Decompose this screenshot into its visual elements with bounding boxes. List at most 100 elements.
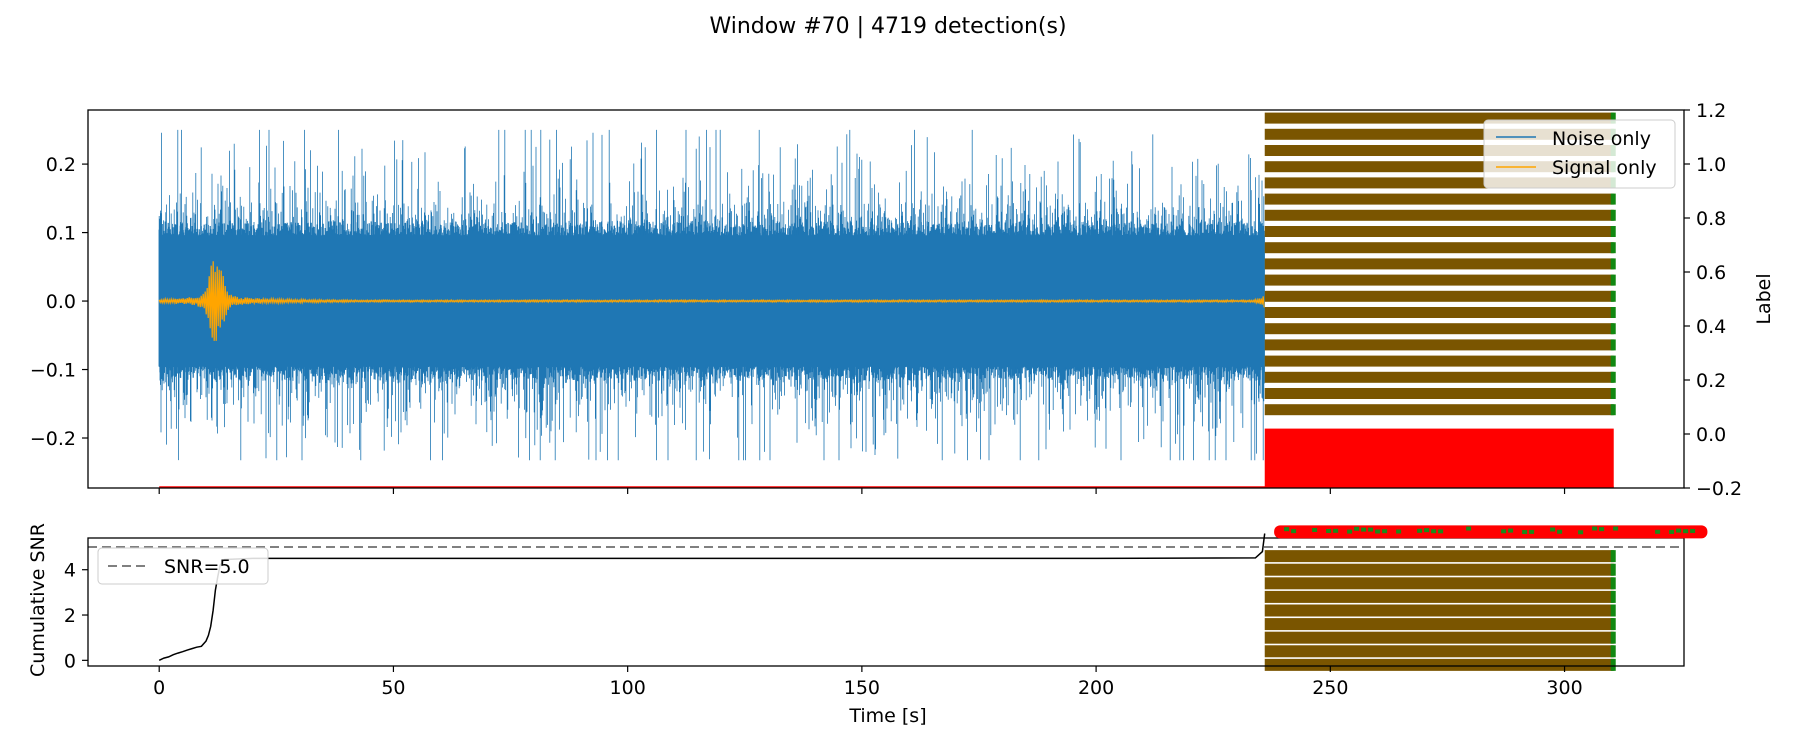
top-right-y-axis: 1.2 1.0 0.8 0.6 0.4 0.2 0.0 −0.2 (1684, 100, 1742, 500)
bottom-x-tick-label: 250 (1312, 677, 1348, 699)
x-axis-label: Time [s] (848, 705, 926, 727)
overflow-green-marker (1690, 528, 1696, 533)
detection-label-stripe (1264, 258, 1614, 270)
overflow-green-marker (1347, 529, 1353, 534)
detection-stripe-edge (1610, 290, 1616, 302)
overflow-green-marker (1466, 526, 1472, 531)
legend-signal-label: Signal only (1552, 157, 1657, 179)
bottom-x-axis: 0 50 100 150 200 250 300 (153, 666, 1583, 699)
bottom-panel: 0 2 4 0 50 100 150 200 250 300 Cumulative SNR Ti… (27, 523, 1708, 727)
bottom-detection-edge (1610, 577, 1616, 590)
bottom-detection-stripe (1264, 550, 1614, 563)
bottom-x-tick-label: 200 (1078, 677, 1114, 699)
bottom-detection-stripe (1264, 645, 1614, 658)
detection-band-top (159, 112, 1616, 488)
bottom-x-tick-label: 150 (844, 677, 880, 699)
bottom-detection-edge (1610, 590, 1616, 603)
overflow-green-marker (1529, 529, 1535, 534)
overflow-green-marker (1424, 528, 1430, 533)
detection-stripe-edge (1610, 112, 1616, 124)
detection-stripe-edge (1610, 258, 1616, 270)
top-y-axis: 0.2 0.1 0.0 −0.1 −0.2 (30, 154, 88, 450)
detection-stripe-edge (1610, 274, 1616, 286)
chart-title: Window #70 | 4719 detection(s) (709, 14, 1066, 39)
detection-label-stripe (1264, 307, 1614, 318)
bottom-legend-box (97, 547, 269, 585)
detection-stripe-edge (1610, 388, 1616, 399)
detection-label-stripe (1264, 388, 1614, 399)
bottom-x-tick-label: 100 (610, 677, 646, 699)
overflow-green-marker (1396, 529, 1402, 534)
detection-zero-band (1264, 428, 1614, 488)
detection-overflow-markers (1274, 525, 1708, 539)
bottom-y-tick-label: 4 (64, 560, 76, 582)
overflow-green-marker (1284, 527, 1290, 532)
right-y-tick-label: 0.0 (1696, 424, 1726, 446)
bottom-legend: SNR=5.0 (97, 547, 269, 585)
bottom-detection-stripe (1264, 618, 1614, 631)
detection-stripe-edge (1610, 339, 1616, 351)
bottom-detection-edge (1610, 645, 1616, 658)
bottom-detection-edge (1610, 604, 1616, 617)
bottom-detection-edge (1610, 550, 1616, 563)
overflow-green-marker (1550, 527, 1556, 532)
detection-label-stripe (1264, 242, 1614, 254)
bottom-detection-edge (1610, 618, 1616, 631)
bottom-detection-edge (1610, 563, 1616, 576)
overflow-green-marker (1599, 527, 1605, 532)
overflow-green-marker (1368, 527, 1374, 532)
overflow-green-marker (1291, 529, 1297, 534)
bottom-y-tick-label: 0 (64, 650, 76, 672)
overflow-green-marker (1501, 529, 1507, 534)
detection-stripe-edge (1610, 209, 1616, 221)
overflow-green-marker (1312, 527, 1318, 532)
bottom-detection-edge (1610, 631, 1616, 644)
overflow-green-marker (1333, 528, 1339, 533)
detection-label-stripe (1264, 128, 1614, 140)
bottom-detection-stripe (1264, 563, 1614, 576)
detection-stripe-edge (1610, 193, 1616, 205)
detection-label-stripe (1264, 145, 1614, 156)
overflow-green-marker (1592, 526, 1598, 531)
detection-label-stripe (1264, 209, 1614, 221)
right-axis-label: Label (1753, 273, 1775, 324)
detection-label-stripe (1264, 404, 1614, 416)
noise-only-line (158, 129, 1265, 461)
top-legend: Noise only Signal only (1483, 119, 1676, 189)
top-y-tick-label: 0.0 (46, 291, 76, 313)
detection-label-stripe (1264, 177, 1614, 189)
bottom-detection-stripe (1264, 577, 1614, 590)
detection-stripe-edge (1610, 371, 1616, 383)
detection-stripe-edge (1610, 355, 1616, 367)
y-axis-label: Cumulative SNR (27, 523, 49, 677)
bottom-detection-edge (1610, 658, 1616, 671)
top-y-tick-label: 0.1 (46, 223, 76, 245)
right-y-tick-label: 0.6 (1696, 262, 1726, 284)
top-panel-frame (87, 109, 1685, 489)
bottom-x-tick-label: 50 (381, 677, 405, 699)
detection-stripe-edge (1610, 226, 1616, 237)
legend-noise-label: Noise only (1552, 128, 1651, 150)
detection-stripe-edge (1610, 323, 1616, 335)
detection-label-stripe (1264, 355, 1614, 367)
bottom-detection-stripe (1264, 631, 1614, 644)
detection-label-stripe (1264, 371, 1614, 383)
bottom-x-tick-label: 300 (1546, 677, 1582, 699)
overflow-green-marker (1578, 530, 1584, 535)
overflow-green-marker (1382, 529, 1388, 534)
overflow-green-marker (1326, 528, 1332, 533)
overflow-green-marker (1431, 529, 1437, 534)
detection-label-stripe (1264, 274, 1614, 286)
bottom-x-tick-label: 0 (153, 677, 165, 699)
top-x-ticks (158, 488, 1566, 494)
cumulative-snr-curve (158, 533, 1266, 661)
detection-label-stripe (1264, 290, 1614, 302)
detection-label-stripe (1264, 323, 1614, 335)
right-y-tick-label: 0.4 (1696, 316, 1726, 338)
detection-stripe-edge (1610, 404, 1616, 416)
overflow-green-marker (1613, 526, 1619, 531)
overflow-green-marker (1354, 526, 1360, 531)
right-y-tick-label: 0.8 (1696, 208, 1726, 230)
